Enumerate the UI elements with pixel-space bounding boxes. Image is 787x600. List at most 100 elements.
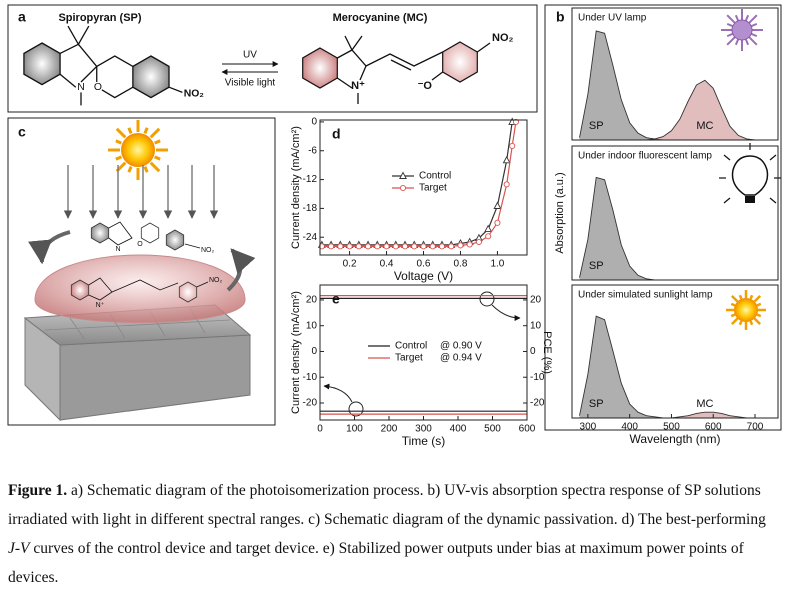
marker	[512, 118, 519, 125]
marker	[485, 233, 492, 240]
panel-a-frame	[7, 4, 538, 113]
sun-ray	[753, 317, 762, 326]
marker	[466, 241, 473, 248]
marker	[399, 171, 407, 179]
marker	[383, 243, 390, 250]
uv-ray	[748, 36, 758, 46]
marker	[318, 243, 325, 250]
benzene-ring	[132, 55, 170, 99]
plot-frame	[571, 7, 779, 141]
sun-ray	[738, 320, 743, 326]
sp-molecule: N O NO₂	[23, 25, 205, 106]
marker	[509, 142, 516, 149]
caption-italic: J-V	[8, 540, 30, 557]
uv-ray	[726, 22, 734, 28]
methyl-bond	[67, 25, 90, 46]
ring	[165, 229, 185, 251]
sun-ray	[115, 127, 127, 139]
marker	[346, 243, 353, 250]
marker	[374, 243, 381, 250]
y-tick-label: -10	[303, 372, 318, 383]
marker	[429, 243, 436, 250]
legend-label: Control	[395, 341, 427, 352]
marker	[457, 242, 464, 249]
benzene-ring	[442, 41, 478, 83]
marker	[502, 155, 511, 164]
panel-letter: d	[332, 126, 341, 142]
x-tick-label: 0	[317, 424, 323, 435]
x-tick-label: 400	[450, 424, 467, 435]
nitro-bond	[184, 243, 201, 249]
nitro-bond	[196, 281, 209, 288]
x-axis-label: Time (s)	[402, 434, 446, 448]
marker	[503, 181, 510, 188]
atom-label: N⁺	[351, 80, 365, 92]
benzene-ring	[23, 42, 61, 86]
legend-note: @ 0.90 V	[440, 341, 482, 352]
line	[321, 121, 513, 246]
series-label: MC	[696, 120, 713, 132]
sun-ray	[730, 313, 736, 318]
uv-ray	[744, 14, 750, 22]
y2-tick-label: 20	[530, 295, 542, 306]
y-tick-label: -24	[303, 232, 318, 243]
x-tick-label: 400	[621, 422, 638, 433]
y-tick-label: 0	[311, 346, 317, 357]
sun-ray	[753, 294, 762, 303]
rotation-arrow	[226, 248, 256, 292]
y-tick-label: 10	[306, 320, 318, 331]
caption-label: Figure 1.	[8, 482, 68, 499]
bulb-base	[745, 196, 755, 203]
marker	[411, 243, 418, 250]
panel-c-frame	[7, 117, 276, 426]
ring	[90, 222, 110, 244]
atom-label: O	[137, 241, 143, 248]
uv-ray	[744, 38, 750, 46]
x-tick-label: 300	[580, 422, 597, 433]
subtitle: Under simulated sunlight lamp	[578, 290, 713, 301]
uv-ray	[748, 14, 758, 24]
panel-letter: c	[18, 124, 26, 140]
bulb-ray	[769, 197, 777, 204]
x-tick-label: 0.2	[343, 259, 357, 270]
x-tick-label: 100	[346, 424, 363, 435]
sun-ray	[149, 127, 161, 139]
uv-ray	[726, 32, 734, 38]
sun-ray	[115, 139, 122, 145]
atom-label: N⁺	[96, 302, 105, 309]
marker	[399, 184, 407, 192]
vinyl-bond	[390, 59, 412, 71]
sun-ray	[730, 302, 736, 307]
marker	[355, 243, 362, 250]
methyl-bond	[344, 35, 363, 52]
sun-ray	[143, 127, 149, 134]
oxide-bond	[431, 71, 444, 81]
y-tick-label: 20	[306, 295, 318, 306]
area-fill	[579, 177, 772, 280]
marker	[484, 224, 493, 233]
marker	[438, 243, 446, 250]
sun-ray	[149, 161, 161, 173]
atom-label: N	[115, 246, 120, 253]
y-tick-label: -12	[303, 174, 318, 185]
subtitle: Under UV lamp	[578, 13, 647, 24]
grain-boundary	[69, 317, 86, 341]
ring-bond	[108, 221, 133, 246]
ring-bond	[59, 43, 98, 83]
annotation-circle	[348, 401, 364, 417]
nitro-bond	[476, 42, 491, 53]
plot-frame	[571, 145, 779, 281]
uv-ray	[734, 38, 740, 46]
caption-text: curves of the control device and target …	[8, 540, 744, 586]
caption-text: a) Schematic diagram of the photoisomeri…	[8, 482, 766, 528]
uv-ray	[726, 14, 736, 24]
x-axis-label: Wavelength (nm)	[630, 432, 721, 446]
sun	[121, 133, 155, 167]
series-label: MC	[696, 398, 713, 410]
sun-ray	[127, 127, 133, 134]
atom-label: O	[94, 82, 102, 93]
marker	[401, 243, 409, 250]
panel-letter: a	[18, 9, 26, 25]
ring-bond	[101, 86, 134, 99]
atom-label: NO₂	[184, 88, 205, 99]
